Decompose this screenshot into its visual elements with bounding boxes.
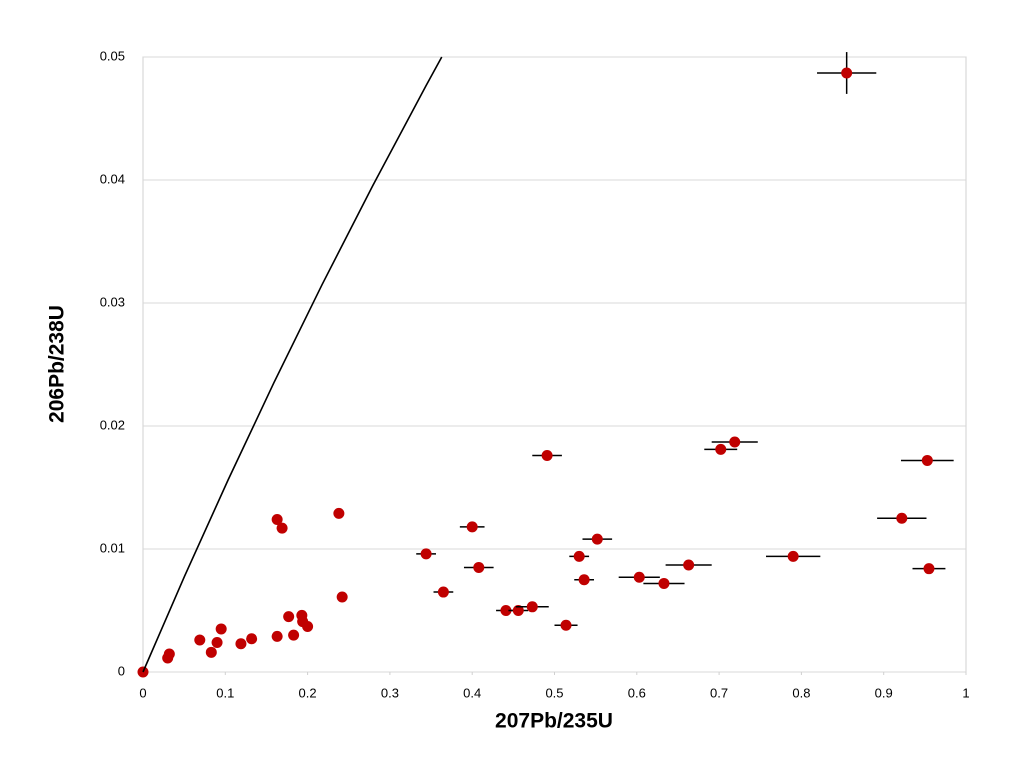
data-point [271,630,283,642]
data-point [288,629,300,641]
x-tick-label: 0 [139,685,146,700]
data-point [211,636,223,648]
y-tick-label: 0.01 [100,540,125,555]
y-tick-label: 0.02 [100,417,125,432]
x-tick-label: 0.8 [792,685,810,700]
plot-area [142,56,967,673]
x-axis-title: 207Pb/235U [495,710,613,733]
data-point [578,574,590,586]
x-tick-label: 0.5 [545,685,563,700]
data-point [333,507,345,519]
data-point [841,67,853,79]
data-point [271,513,283,525]
x-tick-label: 0.1 [216,685,234,700]
data-point [500,605,512,616]
x-tick-label: 0.9 [875,685,893,700]
data-point [246,633,258,645]
data-point [163,648,175,660]
data-point [420,548,432,560]
data-point [633,571,645,583]
data-point [512,605,524,616]
data-point [560,619,572,631]
data-point [573,550,585,562]
y-tick-label: 0.03 [100,294,125,309]
data-point [336,591,348,603]
data-point [787,550,799,562]
data-point [683,559,695,571]
data-point [923,563,935,575]
data-point [715,443,727,455]
data-point [591,533,603,545]
y-tick-label: 0 [118,663,125,678]
data-point [526,601,538,613]
data-point [302,620,314,632]
data-point [235,638,247,650]
x-tick-label: 0.4 [463,685,481,700]
x-tick-label: 0.3 [381,685,399,700]
data-point [658,577,670,589]
x-tick-label: 0.6 [628,685,646,700]
x-tick-label: 1 [962,685,969,700]
data-point [205,646,217,658]
data-point [896,512,908,524]
data-point [466,521,478,533]
data-point [194,634,206,646]
data-point [729,436,741,448]
data-point [283,611,295,623]
data-point [215,623,227,635]
data-point [473,561,485,573]
y-tick-label: 0.05 [100,48,125,63]
data-point [276,522,288,534]
x-tick-label: 0.7 [710,685,728,700]
y-tick-label: 0.04 [100,171,125,186]
data-point [437,586,449,598]
data-point [541,450,553,462]
concordia-line [142,56,443,673]
y-axis-title: 206Pb/238U [46,305,69,423]
data-point [921,454,933,466]
x-tick-label: 0.2 [299,685,317,700]
